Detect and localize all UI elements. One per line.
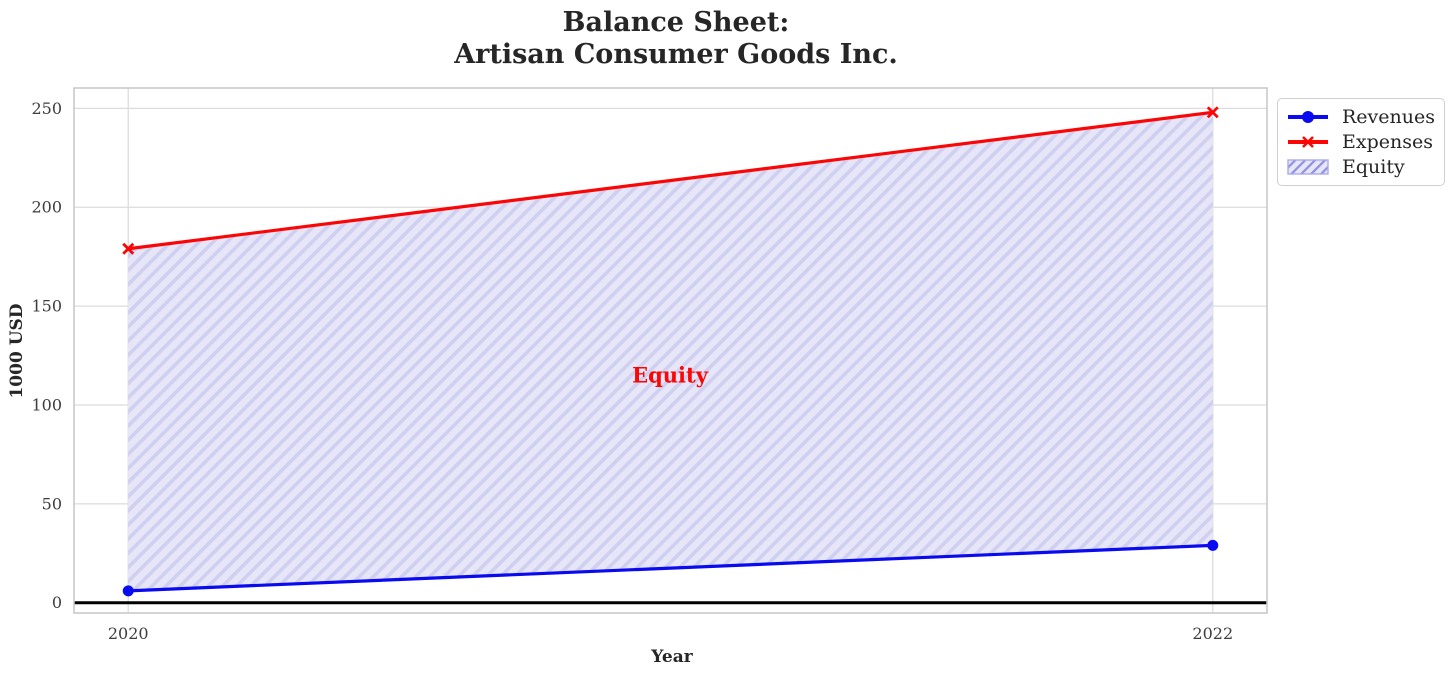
- legend-item-equity: Equity: [1286, 156, 1436, 178]
- svg-text:0: 0: [52, 593, 62, 612]
- revenues-line-marker-icon: [1288, 111, 1328, 123]
- legend-label-revenues: Revenues: [1342, 106, 1435, 128]
- legend: Revenues Expenses Equity: [1277, 98, 1445, 186]
- svg-text:2020: 2020: [108, 624, 149, 643]
- revenues-series: [122, 539, 1219, 597]
- legend-item-expenses: Expenses: [1286, 131, 1436, 153]
- expenses-line-marker-icon: [1288, 136, 1328, 148]
- equity-annotation: Equity: [632, 362, 708, 388]
- expenses-series: [122, 106, 1219, 255]
- svg-text:150: 150: [31, 297, 62, 316]
- svg-text:2022: 2022: [1192, 624, 1233, 643]
- axes-frame: [73, 87, 1268, 614]
- y-tick-labels: 0 50 100 150 200 250: [31, 99, 62, 612]
- svg-text:250: 250: [31, 99, 62, 118]
- legend-label-equity: Equity: [1342, 156, 1405, 178]
- y-axis-label: 1000 USD: [7, 303, 27, 399]
- equity-fill-area: [128, 112, 1213, 591]
- x-tick-labels: 2020 2022: [108, 624, 1233, 643]
- chart-title: Balance Sheet: Artisan Consumer Goods In…: [454, 7, 898, 71]
- svg-text:200: 200: [31, 198, 62, 217]
- data-point-marker: [1207, 539, 1219, 551]
- equity-patch-icon: [1287, 159, 1329, 175]
- legend-item-revenues: Revenues: [1286, 106, 1436, 128]
- x-axis-label: Year: [651, 647, 693, 667]
- data-point-marker: [122, 585, 134, 597]
- svg-text:100: 100: [31, 395, 62, 414]
- svg-text:50: 50: [42, 494, 62, 513]
- legend-label-expenses: Expenses: [1342, 131, 1433, 153]
